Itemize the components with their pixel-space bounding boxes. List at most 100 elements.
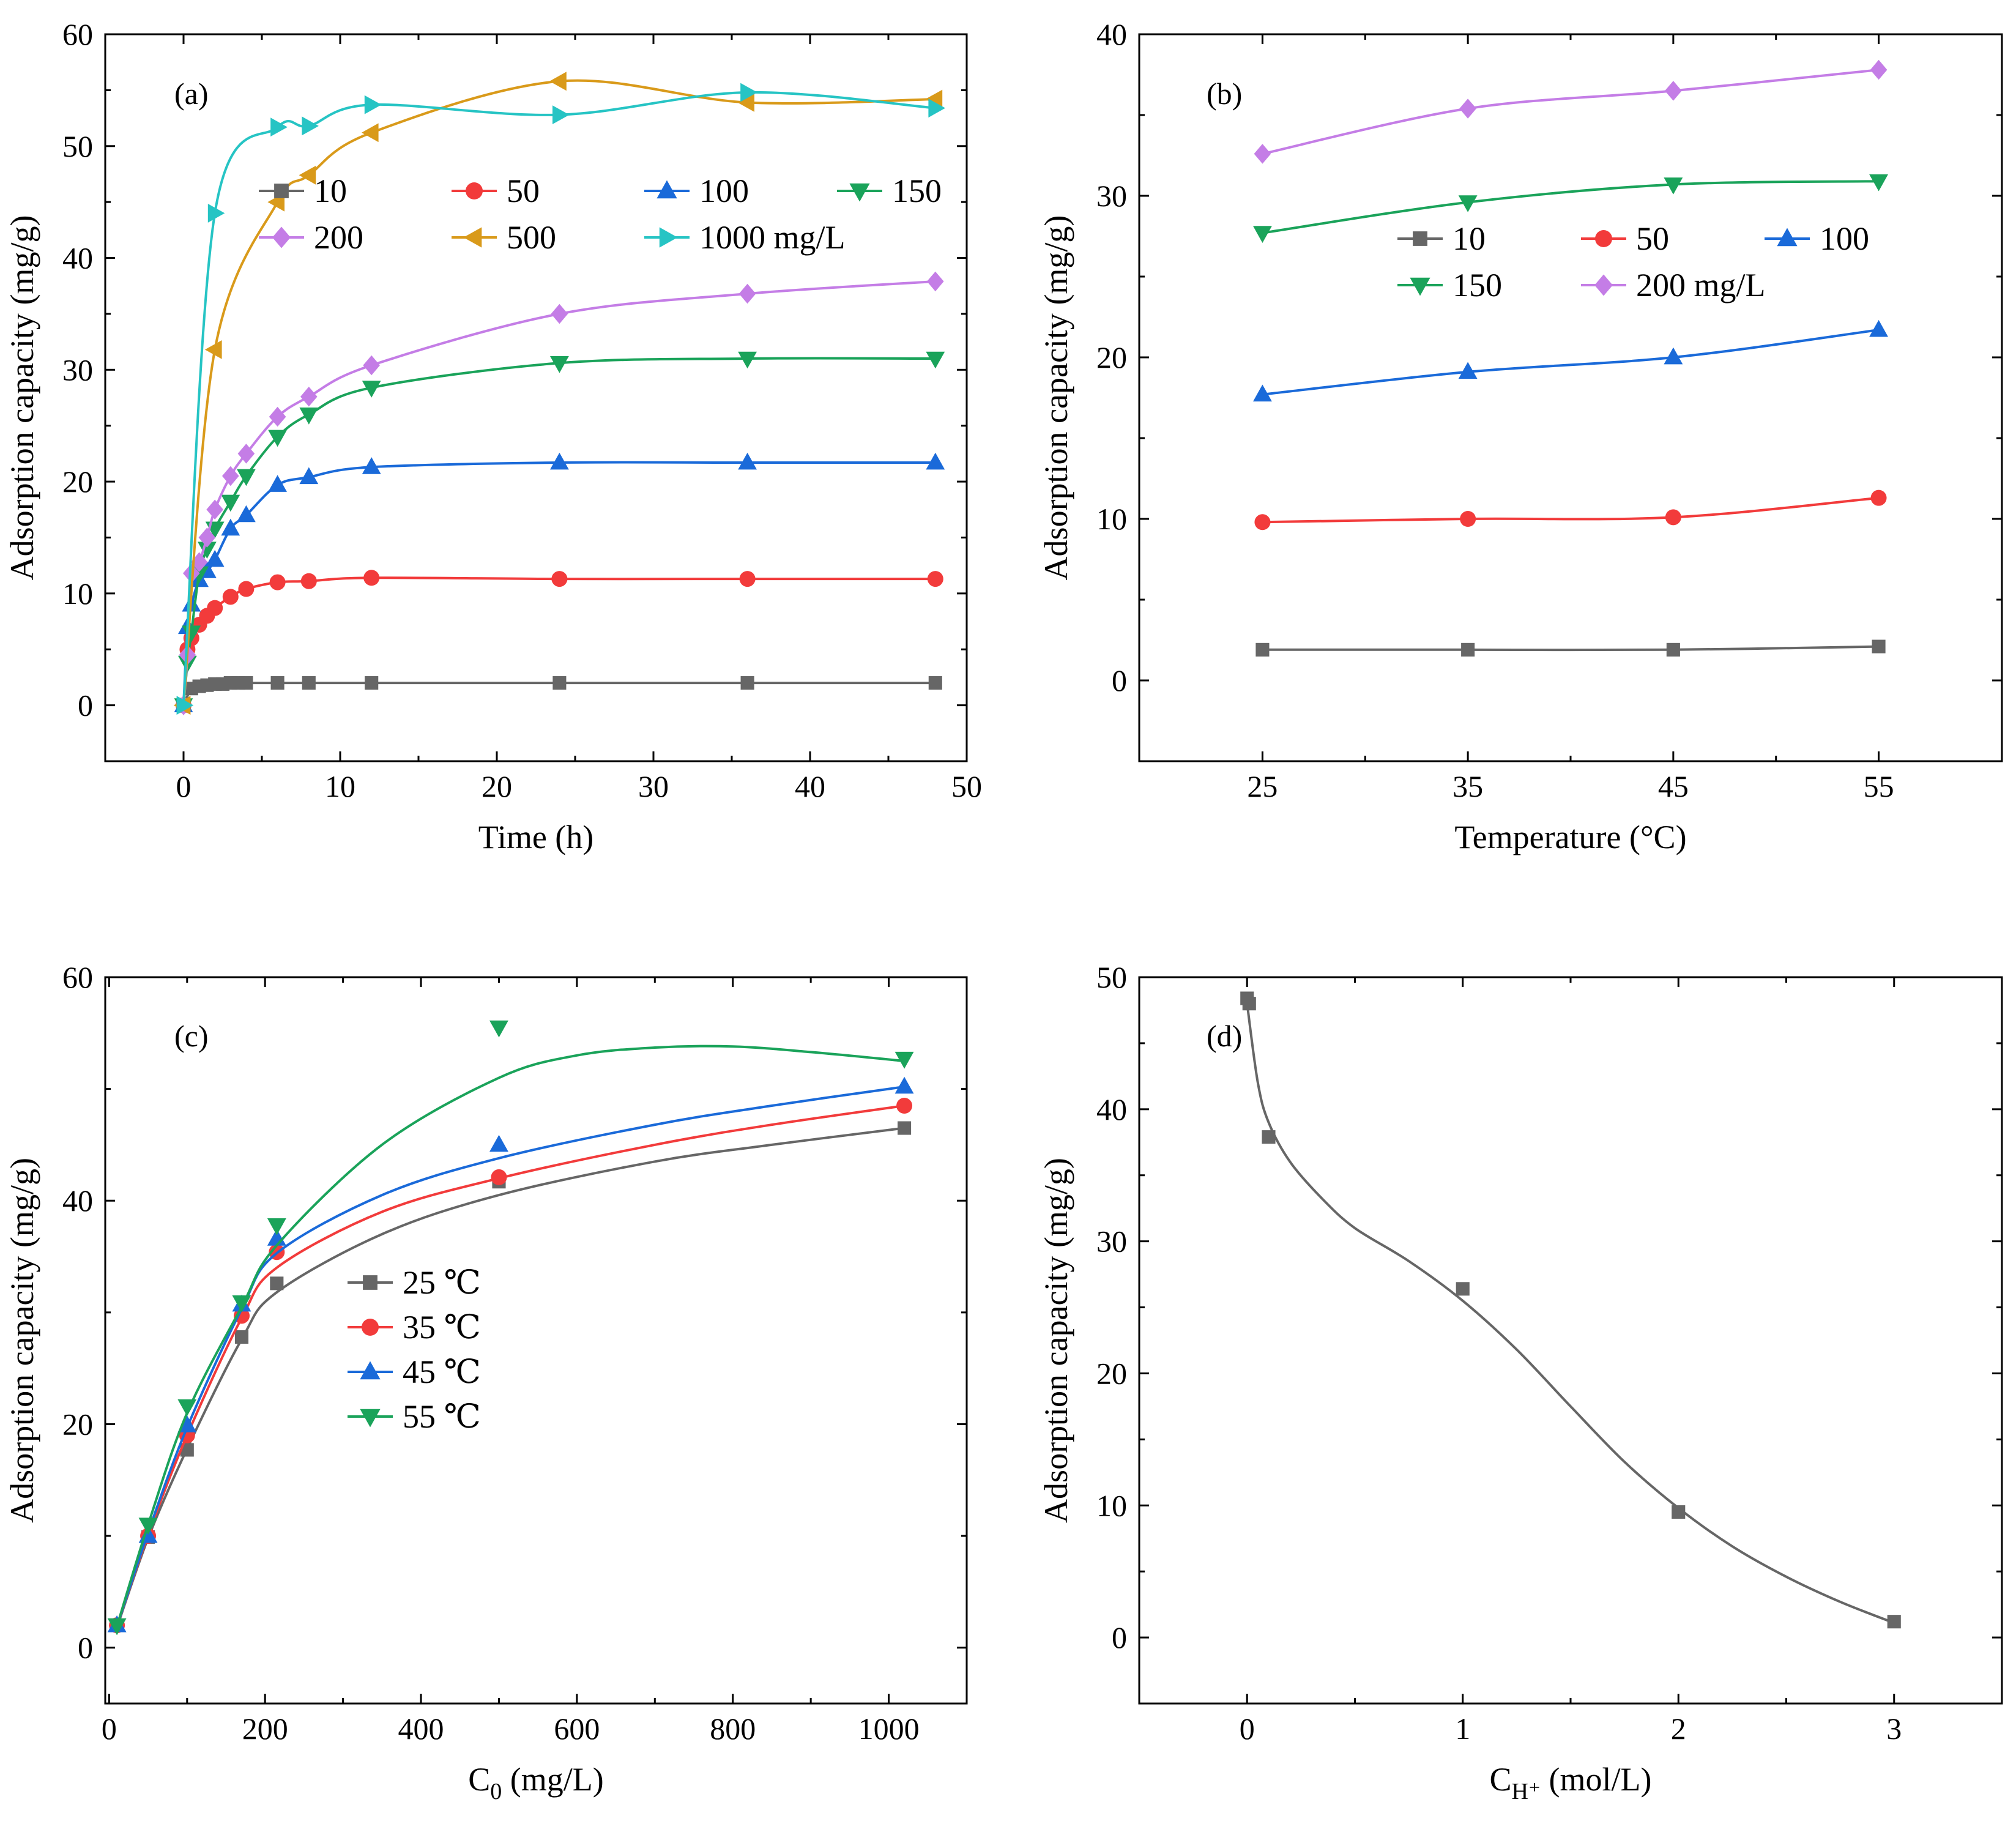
data-point xyxy=(925,89,943,109)
data-point xyxy=(362,381,381,398)
data-point xyxy=(1665,81,1682,101)
data-point xyxy=(302,116,319,136)
data-point xyxy=(1253,384,1272,402)
data-point xyxy=(269,406,286,427)
legend-marker xyxy=(1410,277,1430,296)
plot-frame xyxy=(104,976,968,1705)
legend-item: 150 xyxy=(837,173,942,209)
panel-b: 25 35 45 55 0 10 20 30 40 Temperature (°C) Adsorpt… xyxy=(1038,17,2003,855)
data-point xyxy=(1255,642,1270,657)
series-45-℃ xyxy=(107,1076,914,1633)
legend-item: 45 ℃ xyxy=(348,1354,481,1390)
y-tick-label: 20 xyxy=(1096,340,1127,374)
data-point xyxy=(552,676,567,690)
x-tick-label: 20 xyxy=(482,769,512,803)
data-point xyxy=(739,571,756,587)
data-point xyxy=(896,1098,913,1114)
x-axis-title: CH⁺ (mol/L) xyxy=(1490,1761,1652,1804)
series-line xyxy=(182,91,935,706)
data-point xyxy=(927,271,944,292)
x-tick-label: 0 xyxy=(1240,1711,1255,1746)
data-point xyxy=(1254,144,1271,164)
series-1000 xyxy=(176,83,945,715)
data-point xyxy=(928,99,945,118)
data-point xyxy=(222,466,239,486)
data-point xyxy=(1461,642,1475,657)
data-point xyxy=(491,1169,507,1185)
data-point xyxy=(926,452,945,470)
data-point xyxy=(364,95,382,114)
legend-marker xyxy=(362,1319,379,1336)
y-axis-title: Adsorption capacity (mg/g) xyxy=(4,215,40,581)
data-point xyxy=(1870,59,1888,80)
series-10 xyxy=(1255,639,1886,657)
y-tick-label: 0 xyxy=(78,688,93,723)
series-line xyxy=(182,280,935,706)
data-point xyxy=(1456,1282,1470,1296)
data-point xyxy=(300,573,317,589)
data-point xyxy=(1869,319,1888,337)
panel-label: (b) xyxy=(1207,76,1242,111)
data-point xyxy=(299,408,319,425)
x-axis-title: C0 (mg/L) xyxy=(468,1761,604,1804)
legend-label: 150 xyxy=(1452,267,1502,304)
data-point xyxy=(550,356,569,373)
x-axis-title-sub: 0 xyxy=(490,1779,502,1804)
y-tick-label: 50 xyxy=(1096,960,1127,994)
series-line xyxy=(116,1104,905,1627)
data-point xyxy=(1869,174,1888,192)
panel-label: (a) xyxy=(174,76,209,111)
series-50 xyxy=(176,570,943,713)
data-point xyxy=(740,83,757,102)
data-point xyxy=(237,469,256,486)
series-25-℃ xyxy=(110,1121,912,1633)
data-point xyxy=(1872,639,1886,654)
data-point xyxy=(737,93,754,112)
legend-item: 200 xyxy=(259,219,363,256)
legend-label: 100 xyxy=(699,173,749,209)
legend-marker xyxy=(463,227,482,248)
x-tick-label: 1000 xyxy=(858,1711,920,1746)
legend-marker xyxy=(657,180,677,199)
data-point xyxy=(198,542,217,559)
x-tick-label: 25 xyxy=(1247,769,1278,803)
series-200 xyxy=(175,271,944,715)
data-point xyxy=(300,386,318,407)
data-point xyxy=(1458,195,1478,212)
legend-marker xyxy=(360,1409,381,1428)
data-point xyxy=(299,165,316,185)
panel-label: (d) xyxy=(1207,1019,1242,1053)
legend-item: 100 xyxy=(1765,220,1869,257)
legend-item: 150 xyxy=(1397,267,1502,304)
data-point xyxy=(898,1121,912,1135)
y-tick-label: 10 xyxy=(1096,1488,1127,1522)
x-axis-title-sub: H⁺ xyxy=(1512,1779,1541,1804)
series-line xyxy=(116,1086,905,1627)
x-axis-title-unit: (mol/L) xyxy=(1541,1761,1651,1798)
series-200 xyxy=(1254,59,1888,164)
x-tick-label: 30 xyxy=(638,769,669,803)
legend-marker xyxy=(1413,231,1427,246)
data-point xyxy=(234,1330,249,1344)
y-tick-label: 20 xyxy=(1096,1356,1127,1390)
x-tick-label: 50 xyxy=(951,769,982,803)
data-point xyxy=(204,340,222,359)
legend-item: 1000 mg/L xyxy=(644,219,846,256)
data-point xyxy=(238,581,255,597)
y-tick-label: 20 xyxy=(62,1407,93,1441)
data-point xyxy=(550,452,569,470)
y-tick-label: 40 xyxy=(62,241,93,275)
legend-marker xyxy=(272,226,291,248)
data-point xyxy=(183,563,200,584)
x-axis-title: Time (h) xyxy=(478,819,594,855)
legend-marker xyxy=(1777,228,1798,247)
legend-label: 500 xyxy=(507,219,556,256)
data-point xyxy=(740,676,754,690)
data-point xyxy=(270,117,288,137)
data-point xyxy=(1666,642,1680,657)
data-point xyxy=(1459,99,1476,119)
y-tick-label: 0 xyxy=(1112,1620,1127,1655)
data-point xyxy=(180,1443,194,1457)
